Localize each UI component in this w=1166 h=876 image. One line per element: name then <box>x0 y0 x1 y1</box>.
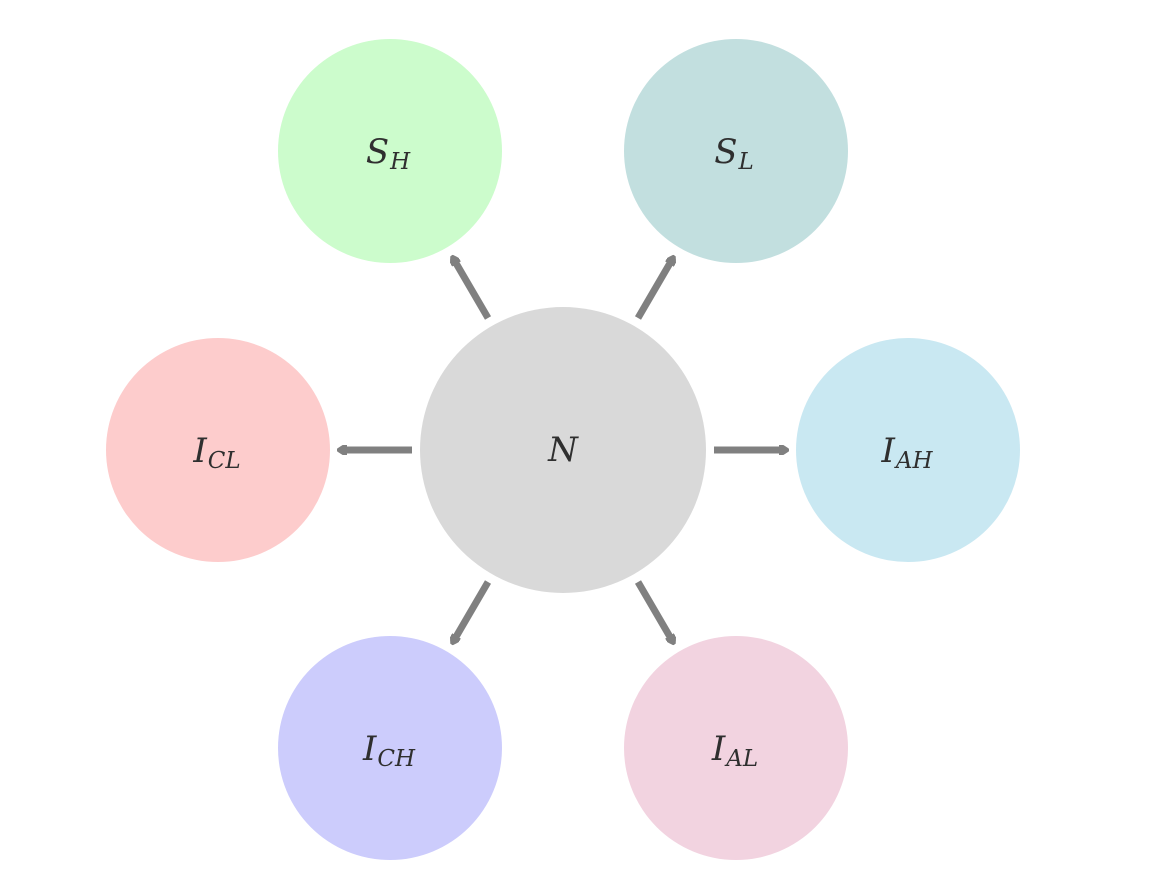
node-n-label-main: N <box>548 430 578 470</box>
arrow-n-to-s-h <box>453 258 492 320</box>
arrows-group <box>340 258 786 642</box>
node-i-cl-label: ICL <box>193 431 240 473</box>
node-s-h <box>278 39 502 263</box>
node-s-l-label-sub: L <box>738 149 754 176</box>
node-i-ch-label-main: I <box>362 729 377 769</box>
node-i-ah <box>796 338 1020 562</box>
node-i-al-label: IAL <box>711 729 758 771</box>
node-s-h-label-main: S <box>365 132 390 172</box>
node-s-h-label-sub: H <box>390 149 411 176</box>
node-n <box>420 307 706 593</box>
node-i-cl-label-sub: CL <box>207 448 241 475</box>
node-s-h-label: SH <box>365 132 410 174</box>
node-i-ch-label: ICH <box>362 729 415 771</box>
node-i-ah-label-sub: AH <box>895 448 933 475</box>
node-s-l-label-main: S <box>714 132 738 172</box>
arrow-n-to-i-ch <box>453 580 492 642</box>
node-i-al-label-main: I <box>711 729 726 769</box>
node-i-ch <box>278 636 502 860</box>
node-i-cl <box>106 338 330 562</box>
node-i-al-label-sub: AL <box>726 746 759 773</box>
node-i-cl-label-main: I <box>193 431 207 471</box>
arrow-n-to-s-l <box>634 258 673 320</box>
node-s-l-label: SL <box>714 132 754 174</box>
node-s-l <box>624 39 848 263</box>
node-i-al <box>624 636 848 860</box>
node-n-label: N <box>548 433 578 467</box>
node-i-ah-label: IAH <box>881 431 932 473</box>
arrow-n-to-i-al <box>634 580 673 642</box>
node-i-ch-label-sub: CH <box>377 746 416 773</box>
node-i-ah-label-main: I <box>881 431 895 471</box>
